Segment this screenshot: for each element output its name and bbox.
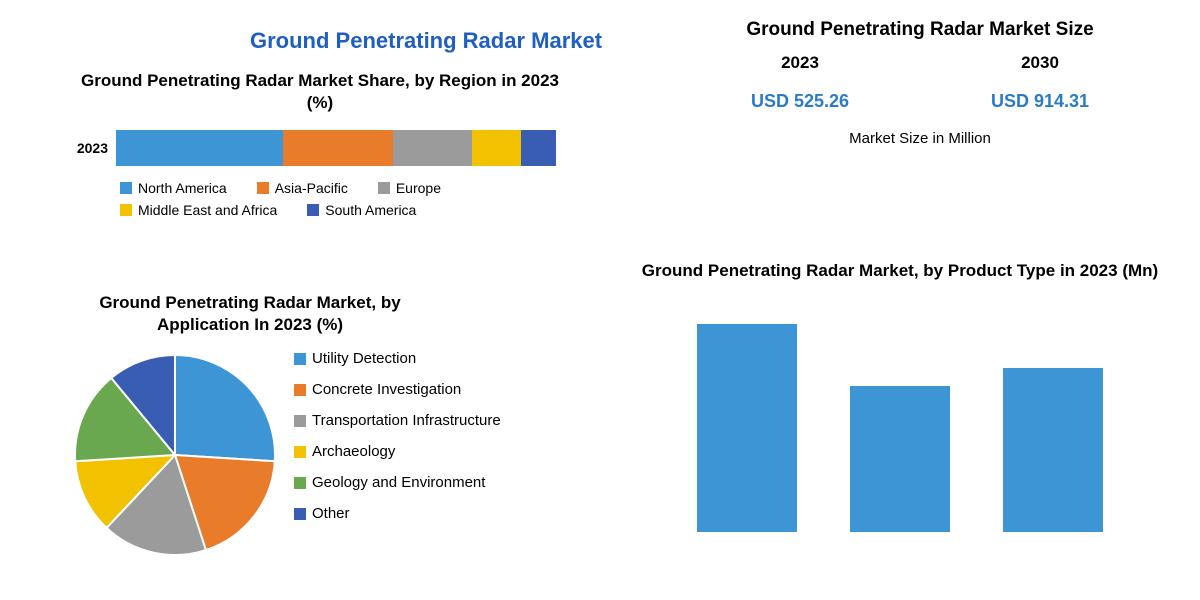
- region-legend-label-3: Middle East and Africa: [138, 202, 277, 218]
- legend-swatch-icon: [257, 182, 269, 194]
- legend-swatch-icon: [294, 477, 306, 489]
- legend-swatch-icon: [294, 353, 306, 365]
- region-legend-item-2: Europe: [378, 180, 441, 196]
- product-bar-0: [697, 324, 797, 532]
- region-legend: North America Asia-Pacific Europe Middle Ea…: [120, 180, 570, 218]
- application-chart-title: Ground Penetrating Radar Market, by Appl…: [70, 292, 430, 336]
- application-legend-label-1: Concrete Investigation: [312, 381, 461, 398]
- market-size-title: Ground Penetrating Radar Market Size: [680, 18, 1160, 43]
- region-bar-row: 2023: [70, 130, 570, 166]
- application-legend-label-4: Geology and Environment: [312, 474, 485, 491]
- product-chart-title: Ground Penetrating Radar Market, by Prod…: [640, 260, 1160, 282]
- application-legend-item-0: Utility Detection: [294, 350, 501, 367]
- region-stacked-bar: [116, 130, 556, 166]
- legend-swatch-icon: [294, 446, 306, 458]
- application-chart: Ground Penetrating Radar Market, by Appl…: [70, 292, 600, 560]
- region-legend-item-3: Middle East and Africa: [120, 202, 277, 218]
- product-bar-2: [1003, 368, 1103, 532]
- region-legend-label-2: Europe: [396, 180, 441, 196]
- application-legend-item-2: Transportation Infrastructure: [294, 412, 501, 429]
- market-size-year-1: 2030: [1021, 53, 1059, 73]
- market-size-years: 2023 2030: [680, 53, 1160, 73]
- region-segment-0: [116, 130, 283, 166]
- product-bar-1: [850, 386, 950, 532]
- legend-swatch-icon: [294, 508, 306, 520]
- pie-slice-0: [175, 355, 275, 461]
- region-legend-item-0: North America: [120, 180, 227, 196]
- region-segment-3: [472, 130, 520, 166]
- application-pie: [70, 350, 280, 560]
- legend-swatch-icon: [120, 204, 132, 216]
- region-segment-1: [283, 130, 393, 166]
- legend-swatch-icon: [378, 182, 390, 194]
- region-chart-title: Ground Penetrating Radar Market Share, b…: [70, 70, 570, 114]
- region-share-chart: Ground Penetrating Radar Market Share, b…: [70, 70, 570, 218]
- region-legend-label-1: Asia-Pacific: [275, 180, 348, 196]
- application-legend-label-5: Other: [312, 505, 350, 522]
- market-size-values: USD 525.26 USD 914.31: [680, 91, 1160, 112]
- application-legend-label-2: Transportation Infrastructure: [312, 412, 501, 429]
- pie-svg: [70, 350, 280, 560]
- application-legend-label-3: Archaeology: [312, 443, 395, 460]
- market-size-year-0: 2023: [781, 53, 819, 73]
- market-size-unit: Market Size in Million: [680, 130, 1160, 147]
- legend-swatch-icon: [294, 384, 306, 396]
- region-legend-item-1: Asia-Pacific: [257, 180, 348, 196]
- market-size-value-0: USD 525.26: [751, 91, 849, 112]
- market-size-panel: Ground Penetrating Radar Market Size 202…: [680, 18, 1160, 147]
- legend-swatch-icon: [307, 204, 319, 216]
- region-legend-label-4: South America: [325, 202, 416, 218]
- region-legend-label-0: North America: [138, 180, 227, 196]
- application-legend-item-3: Archaeology: [294, 443, 501, 460]
- product-bar-area: [640, 302, 1160, 532]
- legend-swatch-icon: [294, 415, 306, 427]
- legend-swatch-icon: [120, 182, 132, 194]
- application-legend-item-5: Other: [294, 505, 501, 522]
- application-legend: Utility Detection Concrete Investigation T…: [294, 350, 501, 560]
- application-legend-item-1: Concrete Investigation: [294, 381, 501, 398]
- region-legend-item-4: South America: [307, 202, 416, 218]
- page-title: Ground Penetrating Radar Market: [250, 28, 602, 54]
- application-chart-body: Utility Detection Concrete Investigation T…: [70, 350, 600, 560]
- application-legend-item-4: Geology and Environment: [294, 474, 501, 491]
- region-segment-2: [393, 130, 472, 166]
- product-type-chart: Ground Penetrating Radar Market, by Prod…: [640, 260, 1160, 532]
- market-size-value-1: USD 914.31: [991, 91, 1089, 112]
- region-year-label: 2023: [70, 140, 116, 156]
- application-legend-label-0: Utility Detection: [312, 350, 416, 367]
- region-segment-4: [521, 130, 556, 166]
- page-title-text: Ground Penetrating Radar Market: [250, 28, 602, 53]
